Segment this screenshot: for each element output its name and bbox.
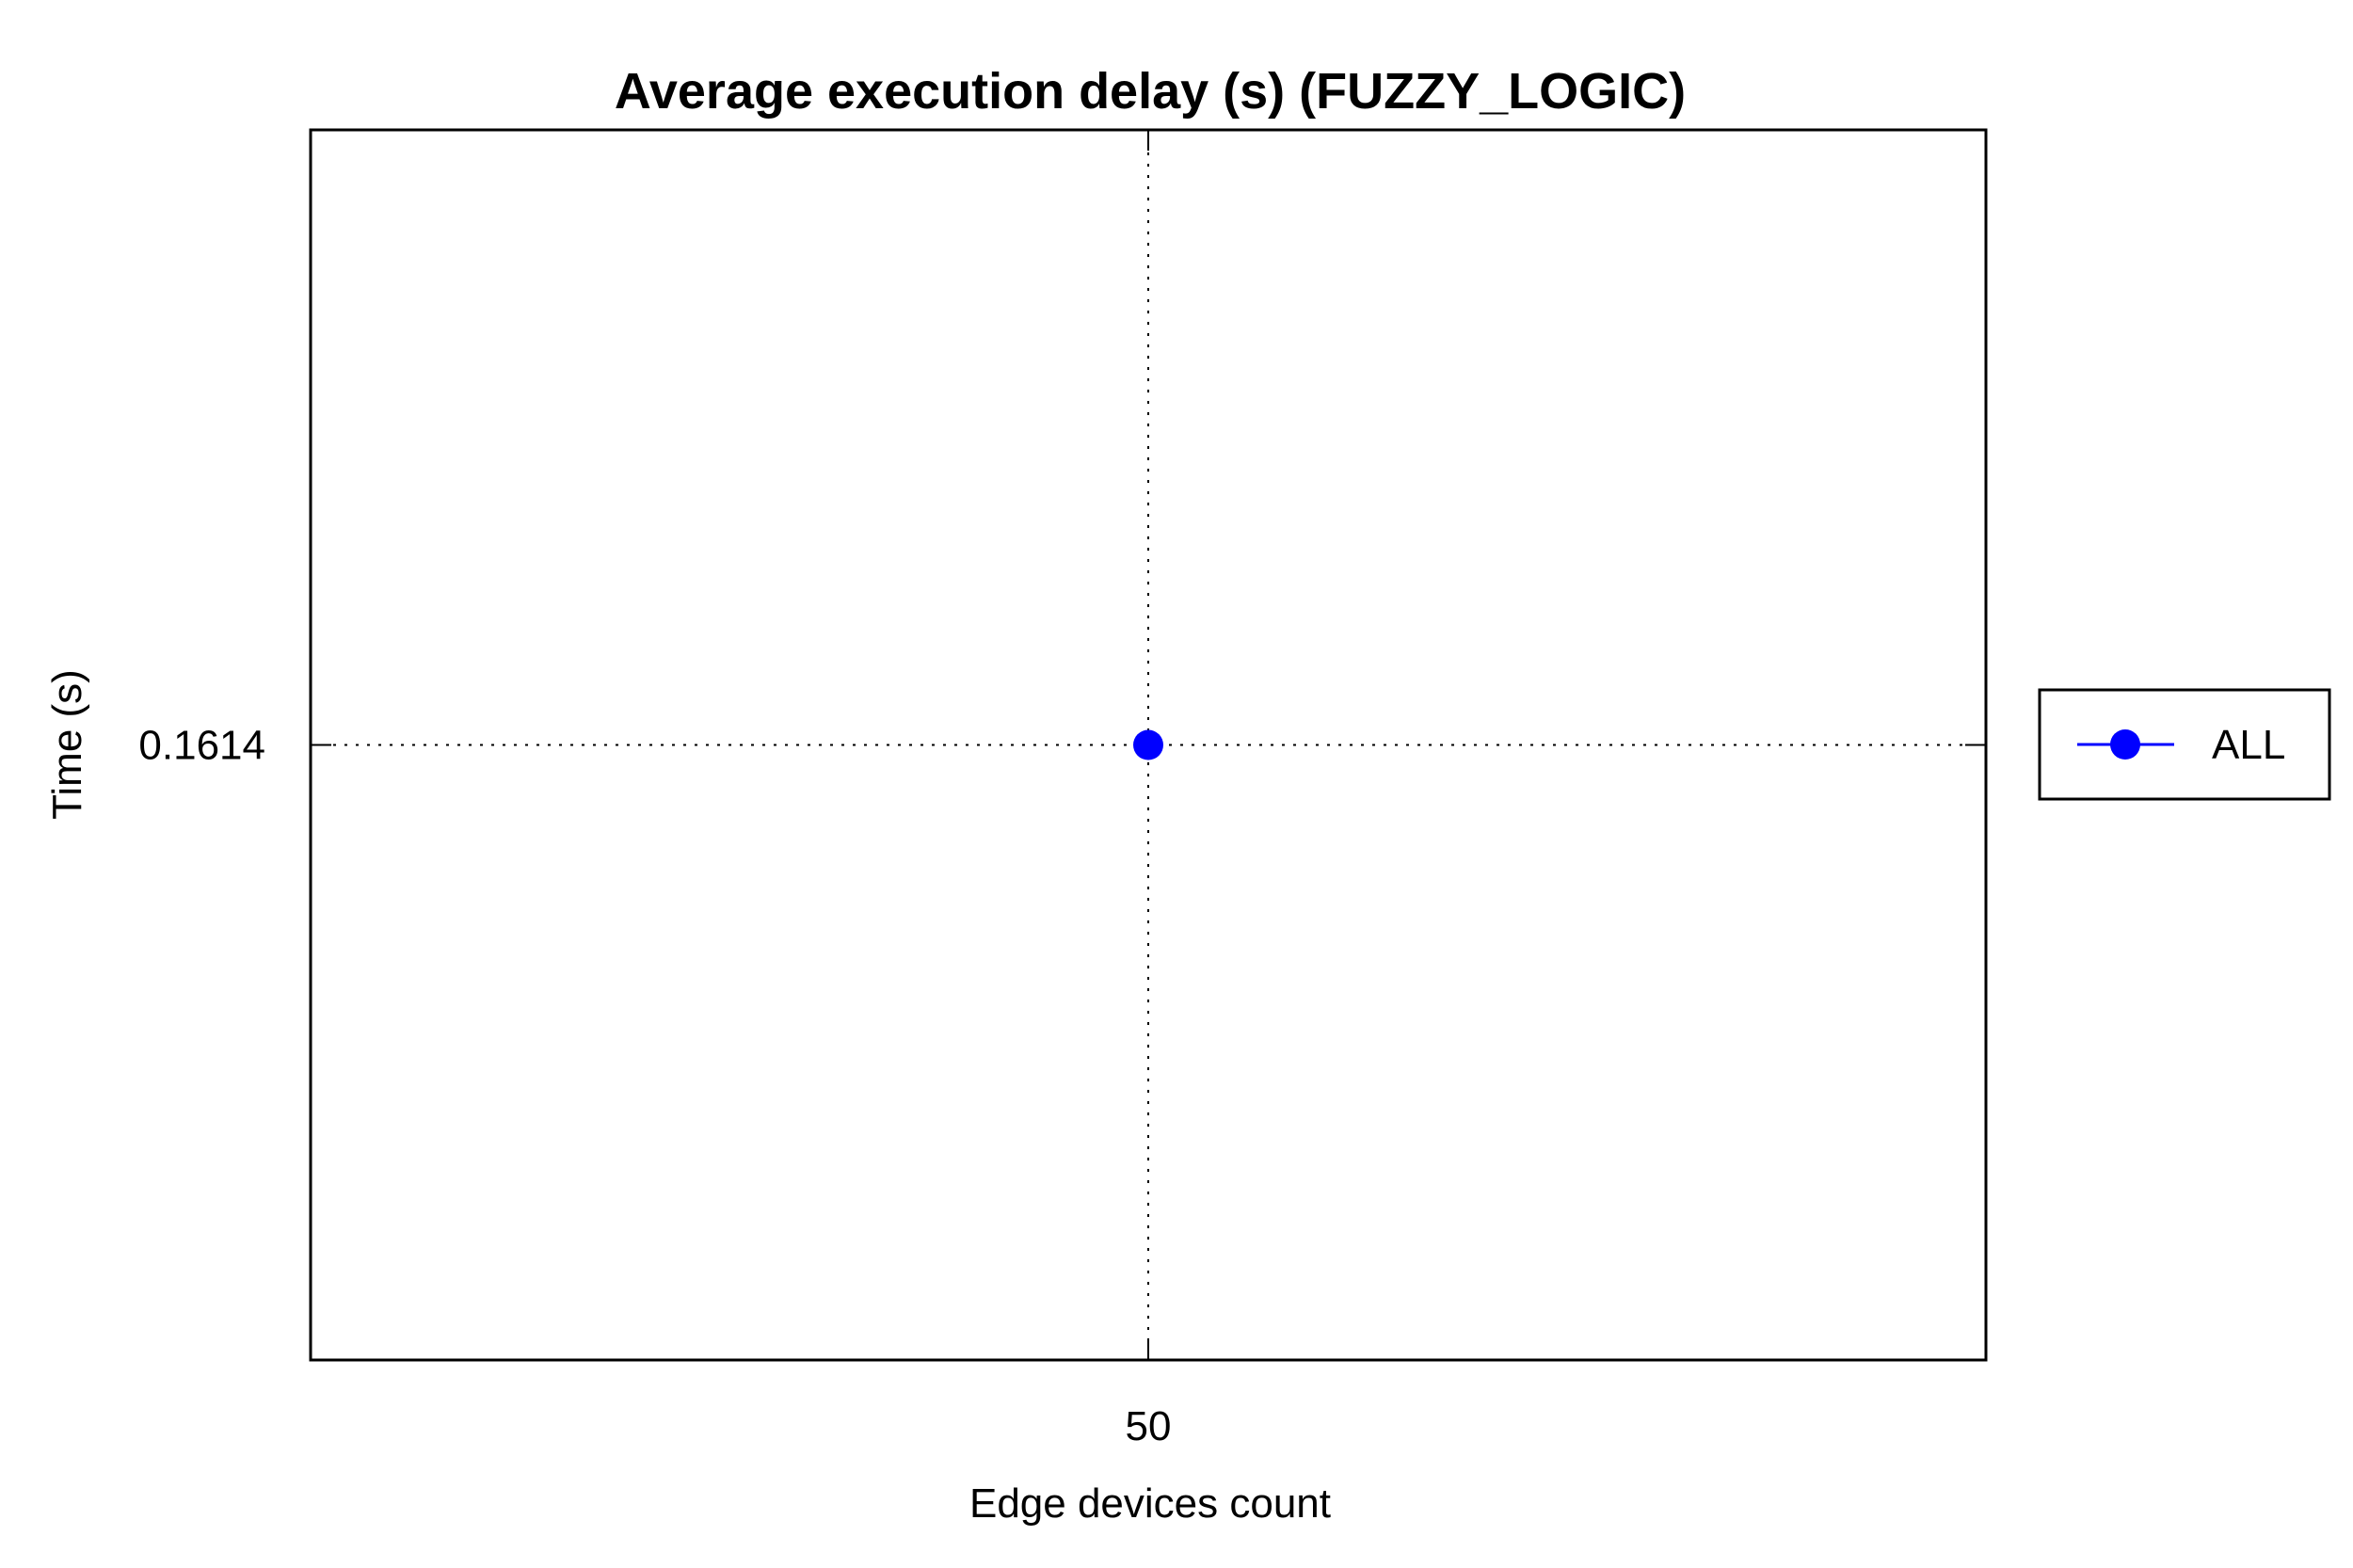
series-layer [1133, 729, 1163, 760]
data-point-all [1133, 729, 1163, 760]
chart-title: Average execution delay (s) (FUZZY_LOGIC… [615, 63, 1686, 120]
legend: ALL [2038, 688, 2331, 801]
axis-ticks [311, 130, 1986, 1360]
tick-labels: 50 0.1614 [138, 723, 1171, 1450]
x-tick-label: 50 [1126, 1403, 1172, 1449]
legend-label-all: ALL [2212, 722, 2285, 768]
y-axis-label: Time (s) [44, 669, 90, 820]
legend-marker-all [2110, 729, 2140, 760]
x-axis-label: Edge devices count [969, 1480, 1331, 1527]
y-tick-label: 0.1614 [138, 723, 265, 769]
